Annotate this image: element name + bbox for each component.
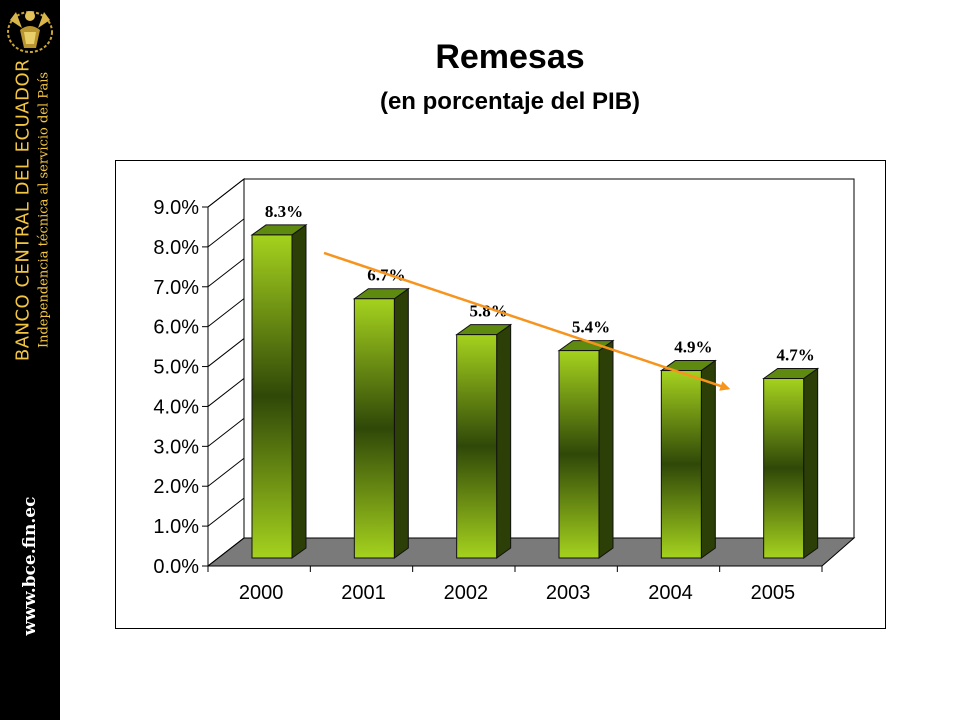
data-label: 5.8%	[470, 302, 508, 321]
chart-frame: 0.0% 1.0% 2.0% 3.0% 4.0% 5.0% 6.0% 7.0% 8.0% 9.0%…	[115, 160, 886, 629]
website-link[interactable]: www.bce.fin.ec	[20, 496, 40, 636]
y-tick-label: 3.0%	[153, 436, 199, 458]
y-grid-diagonal	[207, 178, 245, 208]
y-grid-diagonal	[207, 417, 245, 447]
bar	[659, 359, 717, 559]
y-grid-diagonal	[207, 497, 245, 527]
x-tick-label: 2001	[341, 582, 386, 604]
bank-tagline: Independencia técnica al servicio del Pa…	[36, 71, 52, 349]
y-grid-diagonal	[207, 258, 245, 288]
y-grid-diagonal	[207, 537, 245, 567]
bar	[352, 287, 410, 559]
data-label: 4.9%	[674, 338, 712, 357]
left-wall	[207, 177, 245, 568]
data-label: 8.3%	[265, 202, 303, 221]
page-title: Remesas	[435, 38, 585, 76]
bar-side	[393, 287, 409, 559]
y-grid-diagonal	[207, 378, 245, 407]
y-grid-diagonal	[207, 338, 245, 367]
bar-side	[291, 223, 307, 559]
bar	[250, 223, 308, 559]
bar	[762, 367, 820, 559]
y-tick-label: 6.0%	[153, 317, 199, 339]
trend-arrow-line	[323, 251, 731, 391]
bar-front	[660, 370, 702, 559]
y-grid-diagonal	[207, 457, 245, 487]
x-tick-label: 2005	[751, 582, 796, 604]
y-tick-label: 7.0%	[153, 277, 199, 299]
bar-chart: 0.0% 1.0% 2.0% 3.0% 4.0% 5.0% 6.0% 7.0% 8.0% 9.0%…	[153, 177, 856, 604]
y-tick-label: 4.0%	[153, 396, 199, 418]
bank-name: Banco Central del Ecuador	[12, 58, 34, 362]
y-grid-diagonal	[207, 218, 245, 248]
x-axis-ticks: 2000 2001 2002 2003 2004 2005	[207, 565, 823, 604]
x-tick-label: 2002	[444, 582, 489, 604]
bar	[455, 323, 513, 559]
x-tick-label: 2004	[648, 582, 693, 604]
x-tick-label: 2003	[546, 582, 591, 604]
bar-side	[803, 367, 819, 559]
bar-front	[251, 234, 293, 559]
bar-front	[558, 350, 600, 559]
y-tick-label: 1.0%	[153, 516, 199, 538]
condor-crest-icon	[7, 11, 53, 53]
y-tick-label: 8.0%	[153, 237, 199, 259]
data-labels: 8.3%6.7%5.8%5.4%4.9% 4.7%	[265, 202, 815, 365]
bar-series	[250, 223, 820, 559]
trend-arrow	[323, 251, 731, 391]
bar-front	[763, 378, 805, 559]
y-tick-label: 5.0%	[153, 357, 199, 379]
page-subtitle: (en porcentaje del PIB)	[379, 88, 641, 115]
bar	[557, 339, 615, 559]
bar-side	[496, 323, 512, 559]
bar-side	[700, 359, 716, 559]
data-label: 5.4%	[572, 318, 610, 337]
y-axis-ticks: 0.0% 1.0% 2.0% 3.0% 4.0% 5.0% 6.0% 7.0% 8.0% 9.0%	[153, 178, 245, 578]
bar-front	[353, 298, 395, 559]
bar-front	[456, 334, 498, 559]
y-grid-diagonal	[207, 298, 245, 328]
y-tick-label: 2.0%	[153, 476, 199, 498]
bar-side	[598, 339, 614, 559]
y-tick-label: 9.0%	[153, 197, 199, 219]
sidebar: Banco Central del Ecuador Independencia …	[0, 0, 60, 720]
x-tick-label: 2000	[239, 582, 284, 604]
y-tick-label: 0.0%	[153, 556, 199, 578]
back-wall	[244, 178, 855, 538]
data-label: 4.7%	[777, 346, 815, 365]
